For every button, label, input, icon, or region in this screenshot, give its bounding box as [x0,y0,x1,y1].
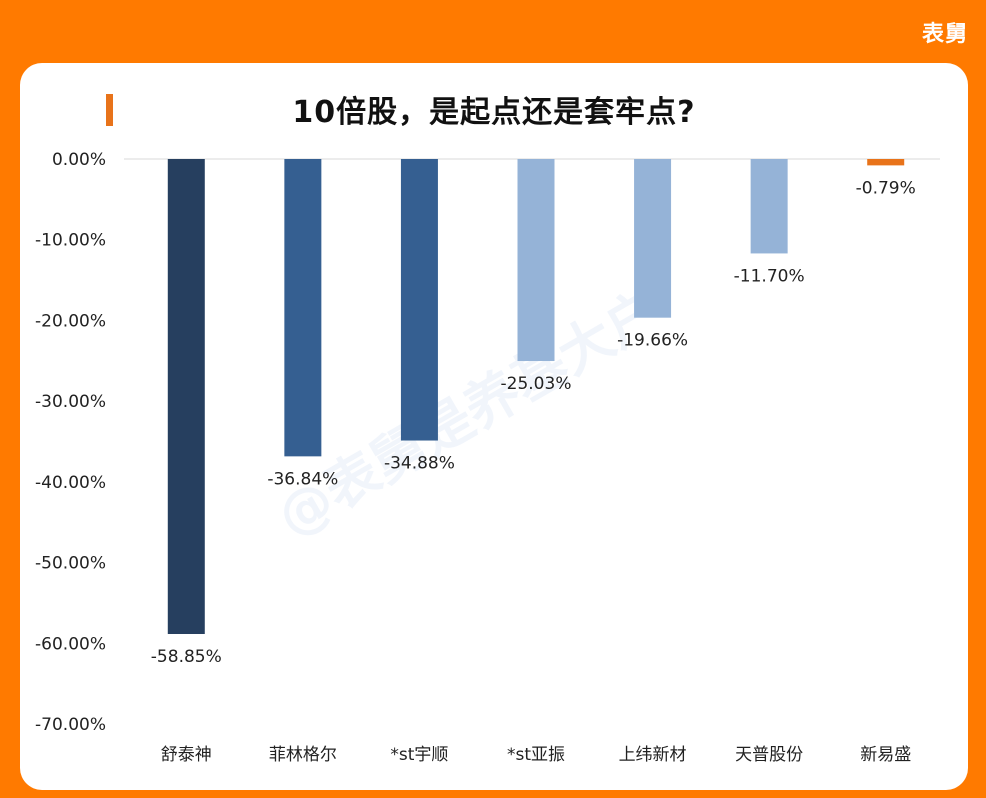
data-label: -36.84% [267,469,338,489]
data-label: -58.85% [151,647,222,667]
title-accent-bar [106,94,113,126]
y-tick-label: -30.00% [35,392,106,412]
x-category-label: *st宇顺 [390,745,448,765]
bar [167,159,205,635]
bar [634,159,672,318]
data-label: -19.66% [617,331,688,351]
bar-chart: 0.00% -10.00% -20.00% -30.00% -40.00% -50.00%… [35,150,940,765]
y-tick-label: -40.00% [35,473,106,493]
bar [400,159,438,441]
y-tick-label: -10.00% [35,231,106,251]
bar [517,159,555,362]
bar [867,159,905,166]
bar [284,159,322,457]
y-tick-label: -20.00% [35,311,106,331]
y-tick-label: -50.00% [35,554,106,574]
x-category-label: 菲林格尔 [269,745,337,765]
brand-logo: 表舅 [921,22,968,47]
data-label: -25.03% [501,374,572,394]
x-category-label: *st亚振 [507,745,565,765]
x-category-label: 舒泰神 [161,745,212,765]
y-tick-label: -70.00% [35,715,106,735]
chart-card: 10倍股，是起点还是套牢点? @表舅是养基大户 0.00% -10.00% -20.… [20,63,968,790]
x-category-label: 天普股份 [735,745,803,765]
data-label: -0.79% [856,178,916,198]
data-label: -11.70% [734,266,805,286]
x-category-label: 上纬新材 [619,745,687,765]
x-category-label: 新易盛 [860,745,911,765]
y-tick-label: 0.00% [52,150,106,170]
chart-title: 10倍股，是起点还是套牢点? [292,95,696,130]
data-label: -34.88% [384,454,455,474]
y-tick-label: -60.00% [35,634,106,654]
bar [750,159,788,254]
